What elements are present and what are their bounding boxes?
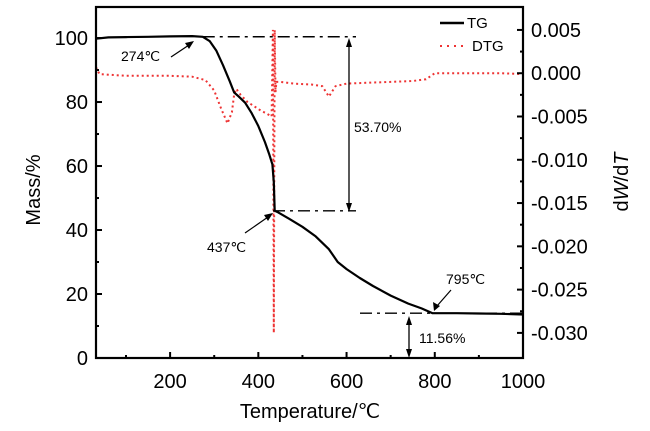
annotation-mass-loss: 53.70% bbox=[354, 119, 401, 135]
tg-line bbox=[95, 34, 524, 316]
x-tick-label: 800 bbox=[418, 371, 451, 393]
y-tick-label: 20 bbox=[66, 284, 88, 306]
residue-arrow-top bbox=[406, 316, 412, 325]
legend-tg-label: TG bbox=[467, 15, 488, 32]
mass-loss-arrow-top bbox=[346, 38, 352, 47]
axis-ticks: 200 400 600 800 1000 0 20 40 60 80 100 0.005 0.000 -0… bbox=[55, 20, 588, 393]
arrow-795-head bbox=[433, 302, 440, 311]
y2-tick-label: -0.005 bbox=[531, 106, 588, 128]
y2-title-mid: /d bbox=[611, 165, 633, 182]
y2-tick-label: -0.020 bbox=[531, 236, 588, 258]
x-tick-label: 200 bbox=[153, 371, 186, 393]
y2-tick-label: -0.030 bbox=[531, 323, 588, 345]
arrow-437-line bbox=[244, 216, 269, 234]
y2-title-w: W bbox=[611, 179, 633, 200]
y2-tick-label: -0.025 bbox=[531, 280, 588, 302]
y2-tick-label: -0.010 bbox=[531, 150, 588, 172]
arrow-795-line bbox=[436, 289, 452, 307]
legend: TG DTG bbox=[440, 15, 504, 55]
legend-dtg-label: DTG bbox=[472, 38, 504, 55]
reference-lines bbox=[202, 36, 523, 314]
arrow-437-head bbox=[264, 213, 273, 221]
annotation-795: 795℃ bbox=[446, 271, 485, 287]
y2-tick-label: 0.005 bbox=[531, 20, 581, 42]
annotation-residue: 11.56% bbox=[419, 330, 465, 346]
x-axis-title: Temperature/℃ bbox=[240, 401, 380, 423]
y-tick-label: 60 bbox=[66, 156, 88, 178]
residue-arrow-bottom bbox=[406, 349, 412, 358]
y2-tick-label: 0.000 bbox=[531, 63, 581, 85]
x-tick-label: 1000 bbox=[501, 371, 546, 393]
annotation-437: 437℃ bbox=[207, 239, 246, 255]
y2-title-d: d bbox=[611, 200, 633, 211]
dtg-series bbox=[95, 29, 524, 333]
y-axis-title: Mass/% bbox=[23, 154, 45, 225]
arrow-274-line bbox=[170, 44, 190, 58]
y-tick-label: 100 bbox=[55, 28, 88, 50]
y2-tick-label: -0.015 bbox=[531, 193, 588, 215]
y2-axis-title: dW/dT bbox=[611, 151, 633, 212]
y-tick-label: 40 bbox=[66, 220, 88, 242]
annotation-274: 274℃ bbox=[121, 48, 160, 64]
y-tick-label: 0 bbox=[77, 348, 88, 370]
x-tick-label: 400 bbox=[242, 371, 275, 393]
y-tick-label: 80 bbox=[66, 92, 88, 114]
annotations: 274℃ 437℃ 795℃ 53.70% 11.56% bbox=[121, 38, 485, 358]
y2-title-t: T bbox=[611, 151, 633, 165]
arrow-274-head bbox=[185, 41, 194, 49]
mass-loss-arrow-bottom bbox=[346, 203, 352, 212]
x-tick-label: 600 bbox=[330, 371, 363, 393]
plot-frame bbox=[94, 5, 525, 360]
dtg-line bbox=[95, 29, 524, 333]
